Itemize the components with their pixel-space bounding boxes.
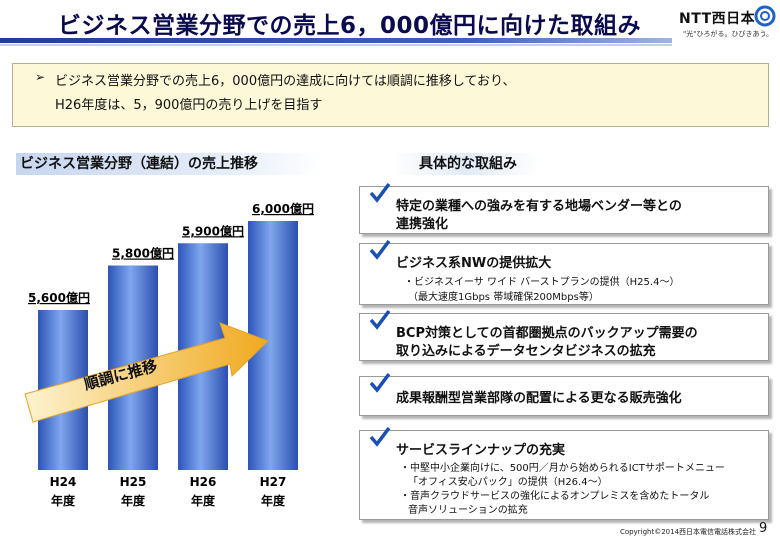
initiative-2-detail-2: （最大速度1Gbps 帯域確保200Mbps等） [408, 292, 599, 303]
initiative-item-3: BCP対策としての首都圏拠点のバックアップ需要の 取り込みによるデータセンタビジ… [359, 309, 769, 361]
page-title: ビジネス営業分野での売上6，000億円に向けた取組み [58, 13, 642, 39]
category-label-H24: H24 [50, 475, 77, 489]
sales-bar-chart: 順調に推移 5,600億円 H24 年度 5,800億円 H25 年度 5,900億円 H26… [24, 201, 314, 508]
header-divider [0, 44, 672, 46]
trend-arrow: 順調に推移 [24, 322, 269, 423]
slide-header: ビジネス営業分野での売上6，000億円に向けた取組み NTT西日本 "光"ひろが… [0, 0, 780, 46]
value-label-H25: 5,800億円 [112, 246, 174, 261]
category-sublabel-H25: 年度 [121, 493, 146, 508]
initiative-3-title: BCP対策としての首都圏拠点のバックアップ需要の [396, 326, 698, 341]
check-icon [369, 309, 391, 330]
page-number: 9 [759, 521, 768, 536]
initiative-1-title-2: 連携強化 [396, 217, 449, 232]
category-sublabel-H26: 年度 [191, 493, 216, 508]
initiative-5-title: サービスラインナップの充実 [396, 443, 566, 458]
initiative-2-detail-1: ・ビジネスイーサ ワイド バーストプランの提供（H25.4～） [404, 277, 680, 288]
initiative-item-5: サービスラインナップの充実 ・中堅中小企業向けに、500円／月から始められるIC… [359, 426, 769, 520]
chart-section-heading: ビジネス営業分野（連結）の売上推移 [16, 153, 322, 175]
company-logo-icon [754, 5, 776, 27]
bullet-arrow-icon: ➢ [35, 70, 46, 84]
initiative-5-detail-1: ・中堅中小企業向けに、500円／月から始められるICTサポートメニュー [400, 463, 725, 474]
check-icon [369, 239, 391, 260]
initiative-2-title: ビジネス系NWの提供拡大 [396, 256, 552, 271]
category-label-H26: H26 [190, 475, 217, 489]
initiative-4-title: 成果報酬型営業部隊の配置による更なる販売強化 [396, 391, 682, 406]
category-label-H25: H25 [120, 475, 147, 489]
summary-line-1: ビジネス営業分野での売上6，000億円の達成に向けては順調に推移しており、 [55, 74, 516, 89]
initiative-item-2: ビジネス系NWの提供拡大 ・ビジネスイーサ ワイド バーストプランの提供（H25… [359, 239, 769, 305]
category-label-H27: H27 [260, 475, 287, 489]
initiative-item-4: 成果報酬型営業部隊の配置による更なる販売強化 [359, 372, 769, 416]
summary-line-2: H26年度は、5，900億円の売り上げを目指す [55, 98, 323, 113]
value-label-H24: 5,600億円 [28, 290, 90, 305]
category-sublabel-H27: 年度 [261, 493, 286, 508]
initiative-3-title-2: 取り込みによるデータセンタビジネスの拡充 [396, 344, 656, 359]
header-accent-bar [0, 38, 672, 43]
value-label-H26: 5,900億円 [182, 223, 244, 238]
copyright-text: Copyright©2014西日本電信電話株式会社 [620, 528, 757, 536]
initiatives-section-heading: 具体的な取組み [391, 153, 541, 175]
initiative-5-detail-3: ・音声クラウドサービスの強化によるオンプレミスを含めたトータル [400, 491, 710, 502]
summary-box: ➢ ビジネス営業分野での売上6，000億円の達成に向けては順調に推移しており、 … [12, 63, 769, 127]
check-icon [369, 182, 391, 203]
initiative-item-1: 特定の業種への強みを有する地場ベンダー等との 連携強化 [359, 182, 769, 234]
category-sublabel-H24: 年度 [51, 493, 76, 508]
company-tagline: "光"ひろがる。ひびきあう。 [683, 30, 774, 38]
initiative-5-detail-2: 「オフィス安心パック」の提供（H26.4～） [408, 477, 608, 488]
check-icon [369, 426, 391, 447]
value-label-H27: 6,000億円 [252, 201, 314, 216]
company-logo-text: NTT西日本 [679, 11, 756, 27]
check-icon [369, 372, 391, 393]
initiative-5-detail-4: 音声ソリューションの拡充 [408, 505, 528, 516]
initiative-1-title: 特定の業種への強みを有する地場ベンダー等との [396, 199, 682, 214]
